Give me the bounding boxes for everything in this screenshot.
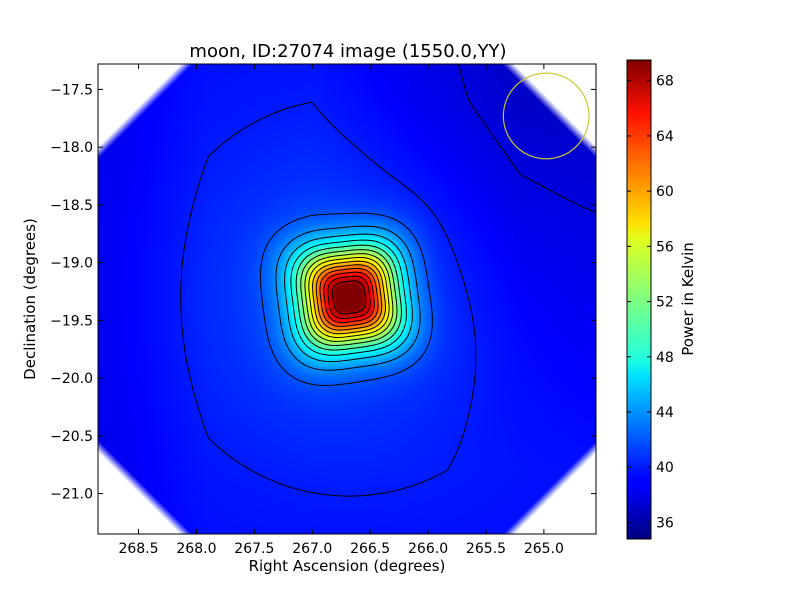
chart-title: moon, ID:27074 image (1550.0,YY) xyxy=(189,41,506,62)
contour-line xyxy=(327,275,371,319)
y-tick-label: −21.0 xyxy=(50,487,93,503)
colorbar-tick-label: 68 xyxy=(656,74,674,90)
x-axis-label: Right Ascension (degrees) xyxy=(249,557,446,575)
contour-line xyxy=(304,253,394,342)
y-tick-label: −19.0 xyxy=(50,256,93,272)
colorbar: 36 40 44 48 52 56 60 64 68 Power in Kelvin xyxy=(626,59,697,540)
colorbar-label: Power in Kelvin xyxy=(679,242,697,356)
x-tick-label: 267.0 xyxy=(292,541,332,557)
colorbar-tick-label: 56 xyxy=(656,239,674,255)
plot-frame xyxy=(97,63,597,535)
contour-line xyxy=(290,239,407,356)
y-tick-label: −18.0 xyxy=(50,140,93,156)
x-tick-label: 266.5 xyxy=(350,541,390,557)
y-tick-label: −18.5 xyxy=(50,198,93,214)
contour-line xyxy=(323,271,375,324)
contour-line xyxy=(300,249,398,346)
contour-line xyxy=(180,101,477,497)
y-tick-label: −17.5 xyxy=(50,82,93,98)
x-tick-label: 266.0 xyxy=(408,541,448,557)
contour-line xyxy=(332,280,367,315)
heatmap-image xyxy=(98,64,596,534)
contour-line xyxy=(308,257,390,338)
contour-line xyxy=(259,212,433,386)
x-tick-label: 265.5 xyxy=(466,541,506,557)
y-axis: −17.5 −18.0 −18.5 −19.0 −19.5 −20.0 −20.5 −21.0 xyxy=(50,82,596,503)
y-tick-label: −20.5 xyxy=(50,429,93,445)
colorbar-gradient xyxy=(626,59,652,540)
colorbar-tick-label: 48 xyxy=(656,350,674,366)
colorbar-tick-label: 52 xyxy=(656,295,674,311)
x-tick-label: 268.0 xyxy=(176,541,216,557)
contour-line xyxy=(295,244,402,351)
beam-circle xyxy=(502,72,590,160)
x-axis: 268.5 268.0 267.5 267.0 266.5 266.0 265.5 265.0 xyxy=(118,64,564,557)
contour-line xyxy=(275,225,421,371)
x-tick-label: 267.5 xyxy=(234,541,274,557)
colorbar-tick-label: 36 xyxy=(656,515,674,531)
colorbar-tick-label: 40 xyxy=(656,460,674,476)
contour-lines xyxy=(180,64,596,497)
contour-line xyxy=(312,260,386,335)
colorbar-tick-label: 44 xyxy=(656,405,674,421)
y-axis-label: Declination (degrees) xyxy=(21,218,39,380)
colorbar-tick-label: 60 xyxy=(656,184,674,200)
x-tick-label: 268.5 xyxy=(118,541,158,557)
contour-line xyxy=(315,264,383,331)
contour-line xyxy=(458,64,596,214)
colorbar-ticks: 36 40 44 48 52 56 60 64 68 xyxy=(627,74,674,531)
y-tick-label: −20.0 xyxy=(50,371,93,387)
x-tick-label: 265.0 xyxy=(524,541,564,557)
colorbar-tick-label: 64 xyxy=(656,129,674,145)
y-tick-label: −19.5 xyxy=(50,313,93,329)
contour-line xyxy=(319,267,379,327)
plot-area: 268.5 268.0 267.5 267.0 266.5 266.0 265.5 265.0… xyxy=(50,63,597,557)
contour-line xyxy=(284,233,413,363)
